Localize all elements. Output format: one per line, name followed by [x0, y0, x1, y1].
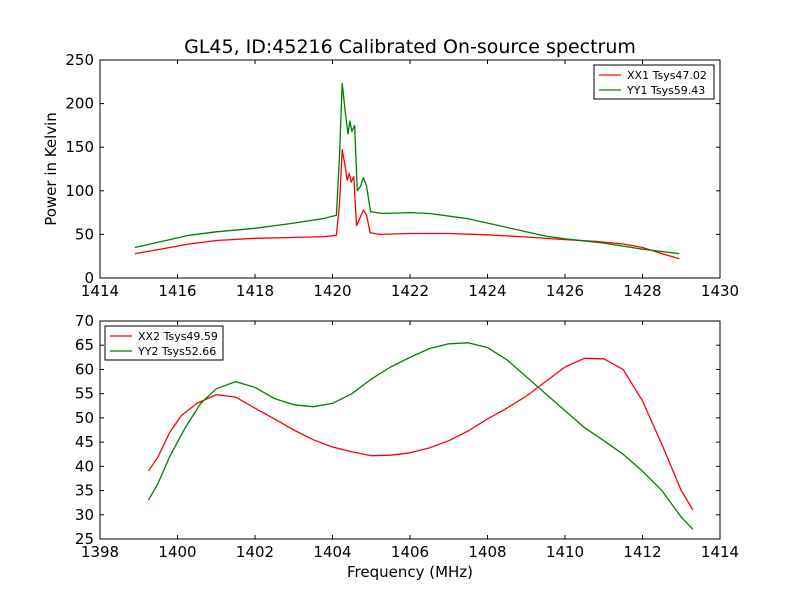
y-tick-label: 40: [75, 457, 94, 475]
x-tick-label: 1412: [623, 543, 661, 561]
bottom-x-axis-label: Frequency (MHz): [347, 563, 473, 581]
y-tick-label: 45: [75, 433, 94, 451]
top-plot-lines: [134, 82, 680, 260]
series-line-2: [134, 82, 680, 255]
chart-title: GL45, ID:45216 Calibrated On-source spec…: [184, 36, 636, 58]
y-tick-label: 70: [75, 312, 94, 330]
series-line-2: [147, 342, 694, 530]
legend-entry: YY2 Tsys52.66: [137, 345, 216, 358]
series-line-1: [134, 149, 680, 260]
top-y-axis-label: Power in Kelvin: [42, 112, 60, 226]
y-tick-label: 65: [75, 336, 94, 354]
legend-entry: YY1 Tsys59.43: [626, 84, 705, 97]
y-tick-label: 30: [75, 506, 94, 524]
x-tick-label: 1426: [546, 282, 584, 300]
y-tick-label: 50: [75, 225, 94, 243]
x-tick-label: 1430: [701, 282, 739, 300]
bottom-plot-lines: [147, 342, 694, 530]
x-tick-label: 1418: [236, 282, 274, 300]
x-tick-label: 1404: [313, 543, 351, 561]
bottom-panel: 1398 1400 1402 1404 1406 1408 1410 1412 1414 25 30…: [75, 312, 739, 581]
x-tick-label: 1424: [468, 282, 506, 300]
top-legend: XX1 Tsys47.02 YY1 Tsys59.43: [593, 64, 715, 100]
top-panel: 1414 1416 1418 1420 1422 1424 1426 1428 1430 0 50 1…: [42, 51, 739, 300]
legend-box: [593, 64, 715, 100]
bottom-ticks: 1398 1400 1402 1404 1406 1408 1410 1412 1414 25 30…: [75, 312, 739, 561]
y-tick-label: 0: [84, 269, 94, 287]
x-tick-label: 1416: [158, 282, 196, 300]
x-tick-label: 1420: [313, 282, 351, 300]
x-tick-label: 1408: [468, 543, 506, 561]
y-tick-label: 35: [75, 482, 94, 500]
y-tick-label: 55: [75, 385, 94, 403]
y-tick-label: 25: [75, 530, 94, 548]
legend-entry: XX2 Tsys49.59: [138, 330, 218, 343]
y-tick-label: 250: [65, 51, 94, 69]
x-tick-label: 1406: [391, 543, 429, 561]
series-line-1: [147, 357, 694, 511]
x-tick-label: 1422: [391, 282, 429, 300]
legend-box: [104, 325, 224, 361]
y-tick-label: 50: [75, 409, 94, 427]
x-tick-label: 1414: [81, 282, 119, 300]
x-tick-label: 1400: [158, 543, 196, 561]
x-tick-label: 1410: [546, 543, 584, 561]
x-tick-label: 1414: [701, 543, 739, 561]
x-tick-label: 1398: [81, 543, 119, 561]
x-tick-label: 1428: [623, 282, 661, 300]
y-tick-label: 150: [65, 138, 94, 156]
y-tick-label: 100: [65, 182, 94, 200]
top-ticks: 1414 1416 1418 1420 1422 1424 1426 1428 1430 0 50 1…: [65, 51, 739, 300]
bottom-legend: XX2 Tsys49.59 YY2 Tsys52.66: [104, 325, 224, 361]
legend-entry: XX1 Tsys47.02: [627, 69, 707, 82]
x-tick-label: 1402: [236, 543, 274, 561]
y-tick-label: 200: [65, 95, 94, 113]
y-tick-label: 60: [75, 360, 94, 378]
